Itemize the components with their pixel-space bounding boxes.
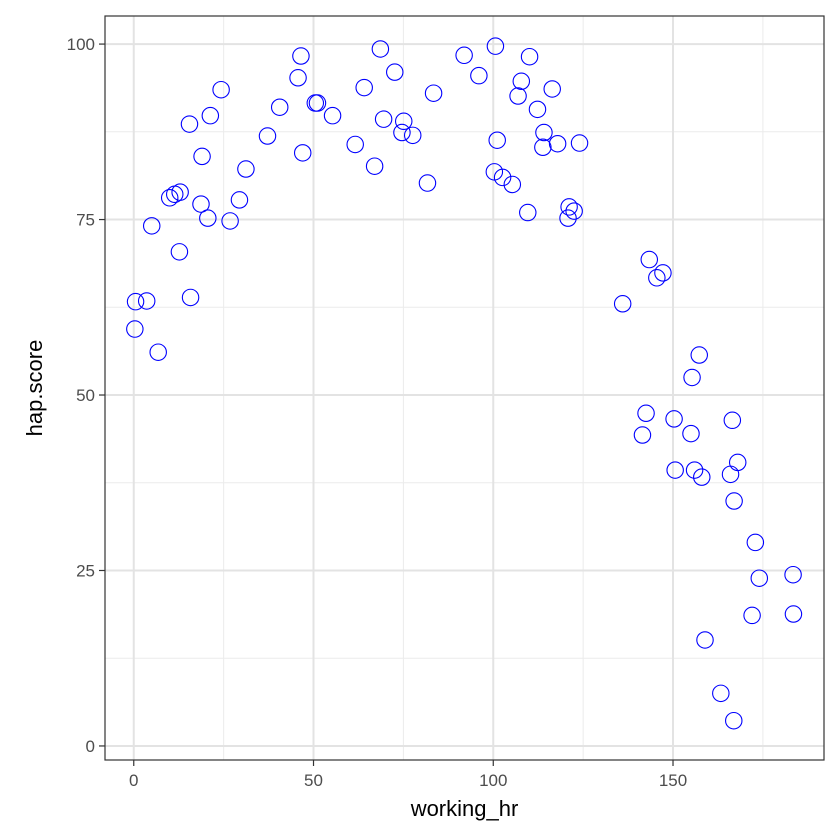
data-points [126, 37, 803, 730]
data-point [355, 78, 373, 97]
data-point [193, 147, 211, 166]
data-point [365, 157, 384, 175]
data-point [292, 47, 310, 65]
data-point [212, 80, 230, 99]
data-point [346, 135, 364, 154]
x-tick-label: 150 [659, 771, 687, 790]
data-point [570, 134, 589, 152]
data-point [712, 684, 730, 703]
x-tick-label: 0 [129, 771, 138, 790]
data-point [519, 203, 537, 222]
data-point [170, 243, 189, 261]
y-tick-label: 75 [76, 211, 95, 230]
data-point [270, 98, 289, 116]
y-tick-label: 50 [76, 386, 95, 405]
data-point [665, 410, 683, 428]
data-point [528, 100, 547, 119]
data-point [171, 183, 189, 201]
data-point [258, 127, 277, 145]
data-point [548, 134, 567, 153]
data-point [750, 569, 769, 587]
data-point [696, 631, 714, 649]
x-tick-label: 100 [479, 771, 507, 790]
data-point [149, 343, 167, 361]
data-point [743, 606, 761, 625]
data-point [503, 175, 522, 194]
data-point [180, 115, 199, 133]
data-point [534, 138, 552, 157]
data-point [394, 112, 413, 131]
data-point [509, 87, 527, 105]
data-point [565, 202, 583, 220]
data-point [393, 123, 411, 142]
data-point [160, 189, 179, 207]
data-point [371, 40, 390, 58]
data-point [126, 320, 144, 338]
data-point [535, 123, 553, 142]
data-point [230, 191, 249, 209]
data-point [559, 209, 577, 227]
data-point [201, 106, 220, 125]
data-point [520, 47, 539, 66]
data-point [666, 461, 684, 479]
x-tick-label: 50 [304, 771, 323, 790]
data-point [403, 126, 422, 145]
data-point [192, 195, 210, 213]
data-point [289, 69, 307, 87]
data-point [690, 346, 709, 364]
data-point [725, 711, 743, 730]
data-point [654, 264, 672, 282]
data-point [386, 63, 404, 81]
data-point [323, 106, 342, 125]
data-point [142, 217, 161, 235]
data-point [488, 131, 506, 149]
data-point [181, 288, 200, 307]
y-tick-label: 25 [76, 561, 95, 580]
data-point [512, 72, 531, 91]
data-point [221, 212, 239, 230]
y-tick-label: 0 [86, 737, 95, 756]
data-point [648, 269, 666, 287]
data-point [683, 368, 701, 387]
data-point [374, 110, 393, 128]
data-point [543, 80, 561, 98]
data-point [308, 94, 327, 112]
data-point [637, 404, 655, 423]
data-point [693, 468, 711, 486]
grid [105, 16, 824, 760]
data-point [126, 292, 145, 311]
data-point [728, 453, 747, 472]
data-point [784, 565, 802, 584]
y-tick-label: 100 [67, 35, 95, 54]
data-point [293, 144, 312, 162]
data-point [633, 426, 652, 444]
data-point [560, 198, 578, 216]
data-point [613, 295, 632, 313]
data-point [486, 37, 505, 55]
data-point [137, 292, 156, 310]
data-point [455, 46, 473, 65]
x-axis-title: working_hr [410, 796, 519, 821]
data-point [424, 84, 443, 102]
data-point [725, 492, 743, 510]
data-point [199, 209, 217, 227]
data-point [685, 461, 704, 479]
data-point [682, 424, 700, 443]
data-point [470, 66, 488, 85]
data-point [418, 174, 437, 192]
data-point [723, 411, 742, 430]
y-axis-title: hap.score [22, 340, 47, 437]
axes: 0 50 100 150 0 25 50 75 100 [67, 35, 688, 790]
data-point [640, 250, 659, 269]
data-point [746, 533, 765, 552]
data-point [237, 160, 255, 178]
panel-border [104, 15, 825, 761]
data-point [493, 168, 512, 187]
data-point [784, 605, 803, 623]
